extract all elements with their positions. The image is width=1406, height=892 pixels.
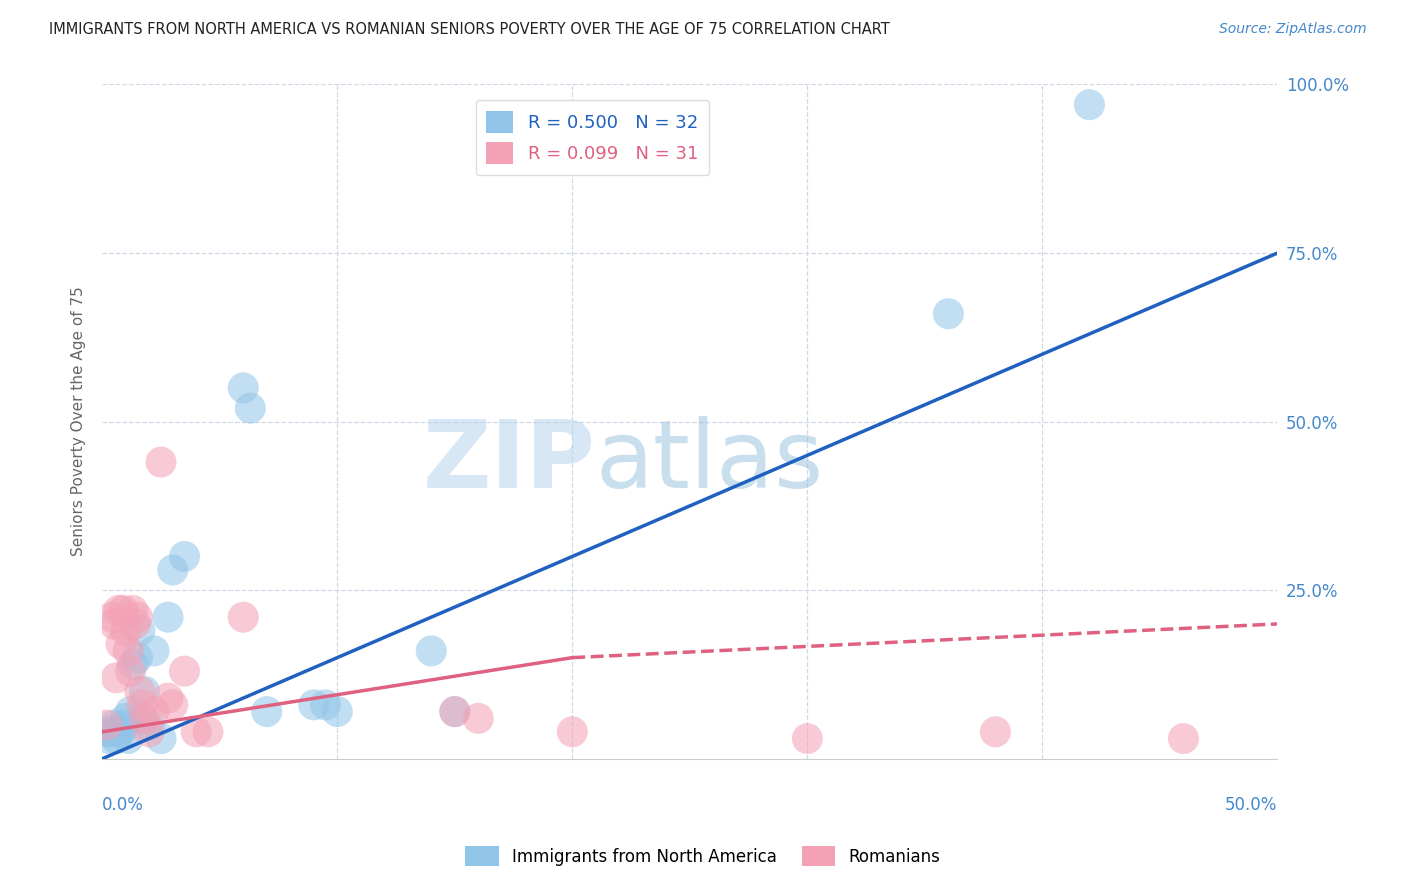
Text: ZIP: ZIP (423, 416, 596, 508)
Point (162, 563, 184, 577)
Point (127, 650, 149, 665)
Point (128, 684, 150, 698)
Point (107, 724, 129, 739)
Point (103, 718, 125, 732)
Point (105, 731, 128, 746)
Point (114, 624, 136, 638)
Point (302, 698, 325, 712)
Point (173, 549, 195, 564)
Point (149, 455, 172, 469)
Point (117, 731, 139, 746)
Point (197, 724, 219, 739)
Point (134, 684, 156, 698)
Point (149, 731, 172, 746)
Point (134, 711, 156, 725)
Point (326, 705, 349, 719)
Point (173, 664, 195, 678)
Point (561, 724, 583, 739)
Point (467, 711, 489, 725)
Point (112, 718, 135, 732)
Point (96, 724, 118, 739)
Point (112, 603, 135, 617)
Point (232, 610, 254, 624)
Point (315, 698, 337, 712)
Point (103, 616, 125, 631)
Point (128, 624, 150, 638)
Legend: Immigrants from North America, Romanians: Immigrants from North America, Romanians (458, 839, 948, 873)
Point (131, 698, 153, 712)
Point (138, 718, 160, 732)
Point (443, 705, 465, 719)
Point (121, 657, 143, 672)
Point (114, 711, 136, 725)
Point (142, 705, 165, 719)
Point (984, 724, 1007, 739)
Point (138, 724, 160, 739)
Point (1173, 731, 1195, 746)
Point (443, 705, 465, 719)
Point (256, 705, 278, 719)
Point (96, 718, 118, 732)
Point (1078, 97, 1101, 112)
Point (157, 610, 180, 624)
Point (232, 381, 254, 395)
Point (157, 691, 180, 706)
Point (121, 603, 143, 617)
Text: 50.0%: 50.0% (1225, 796, 1278, 814)
Point (107, 603, 129, 617)
Legend: R = 0.500   N = 32, R = 0.099   N = 31: R = 0.500 N = 32, R = 0.099 N = 31 (475, 100, 709, 175)
Point (162, 698, 184, 712)
Point (938, 307, 960, 321)
Point (105, 671, 128, 685)
Point (100, 724, 122, 739)
Point (98, 731, 121, 746)
Point (120, 705, 142, 719)
Point (142, 644, 165, 658)
Point (110, 724, 132, 739)
Point (117, 644, 139, 658)
Text: IMMIGRANTS FROM NORTH AMERICA VS ROMANIAN SENIORS POVERTY OVER THE AGE OF 75 COR: IMMIGRANTS FROM NORTH AMERICA VS ROMANIA… (49, 22, 890, 37)
Point (124, 616, 146, 631)
Point (131, 711, 153, 725)
Y-axis label: Seniors Poverty Over the Age of 75: Seniors Poverty Over the Age of 75 (72, 286, 86, 557)
Text: 0.0%: 0.0% (103, 796, 143, 814)
Point (420, 644, 443, 658)
Point (100, 610, 122, 624)
Text: Source: ZipAtlas.com: Source: ZipAtlas.com (1219, 22, 1367, 37)
Text: atlas: atlas (596, 416, 824, 508)
Point (186, 724, 208, 739)
Point (796, 731, 818, 746)
Point (120, 664, 142, 678)
Point (127, 610, 149, 624)
Point (110, 637, 132, 651)
Point (239, 401, 262, 416)
